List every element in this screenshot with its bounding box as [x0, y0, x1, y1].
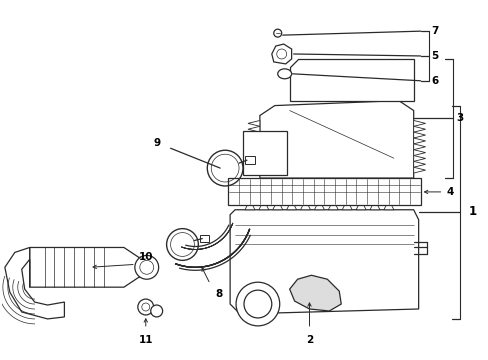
Text: 10: 10 [139, 252, 153, 262]
Polygon shape [413, 132, 425, 138]
Bar [243, 131, 286, 175]
Polygon shape [30, 247, 143, 287]
Polygon shape [247, 161, 259, 167]
Polygon shape [272, 200, 282, 210]
Circle shape [140, 260, 153, 274]
Polygon shape [413, 126, 425, 132]
Polygon shape [247, 167, 259, 173]
Polygon shape [247, 144, 259, 150]
Bar [200, 235, 209, 242]
Text: 2: 2 [305, 335, 312, 345]
Circle shape [244, 290, 271, 318]
Circle shape [150, 305, 163, 317]
Polygon shape [300, 200, 310, 210]
Polygon shape [271, 44, 291, 64]
Polygon shape [383, 200, 393, 210]
Circle shape [273, 29, 281, 37]
Polygon shape [289, 275, 341, 311]
Polygon shape [413, 167, 425, 173]
Polygon shape [247, 150, 259, 156]
Polygon shape [327, 200, 338, 210]
Text: 3: 3 [455, 113, 463, 123]
Text: 1: 1 [468, 205, 475, 218]
Circle shape [135, 255, 158, 279]
Polygon shape [369, 200, 379, 210]
Text: 7: 7 [431, 26, 438, 36]
Text: 6: 6 [431, 76, 438, 86]
Polygon shape [247, 156, 259, 161]
Polygon shape [342, 200, 351, 210]
Polygon shape [258, 200, 268, 210]
Circle shape [252, 141, 276, 165]
Circle shape [138, 299, 153, 315]
Polygon shape [413, 150, 425, 156]
Text: 8: 8 [215, 289, 222, 299]
Polygon shape [314, 200, 324, 210]
Circle shape [276, 49, 286, 59]
Text: 5: 5 [431, 51, 438, 61]
Polygon shape [413, 144, 425, 150]
Polygon shape [259, 100, 413, 178]
Polygon shape [5, 247, 64, 319]
Polygon shape [247, 138, 259, 144]
Polygon shape [247, 126, 259, 132]
Circle shape [244, 133, 284, 173]
Bar [244, 156, 254, 164]
Circle shape [236, 282, 279, 326]
Polygon shape [355, 200, 366, 210]
Polygon shape [413, 156, 425, 161]
Bar [228, 178, 420, 205]
Polygon shape [413, 138, 425, 144]
Text: 11: 11 [138, 335, 153, 345]
Text: 9: 9 [153, 138, 161, 148]
Polygon shape [289, 59, 413, 100]
Polygon shape [286, 200, 296, 210]
Text: 4: 4 [446, 187, 453, 197]
Polygon shape [230, 210, 418, 314]
Circle shape [142, 303, 149, 311]
Polygon shape [247, 121, 259, 126]
Polygon shape [413, 121, 425, 126]
Polygon shape [244, 200, 254, 210]
Ellipse shape [277, 69, 291, 79]
Polygon shape [247, 132, 259, 138]
Polygon shape [413, 161, 425, 167]
